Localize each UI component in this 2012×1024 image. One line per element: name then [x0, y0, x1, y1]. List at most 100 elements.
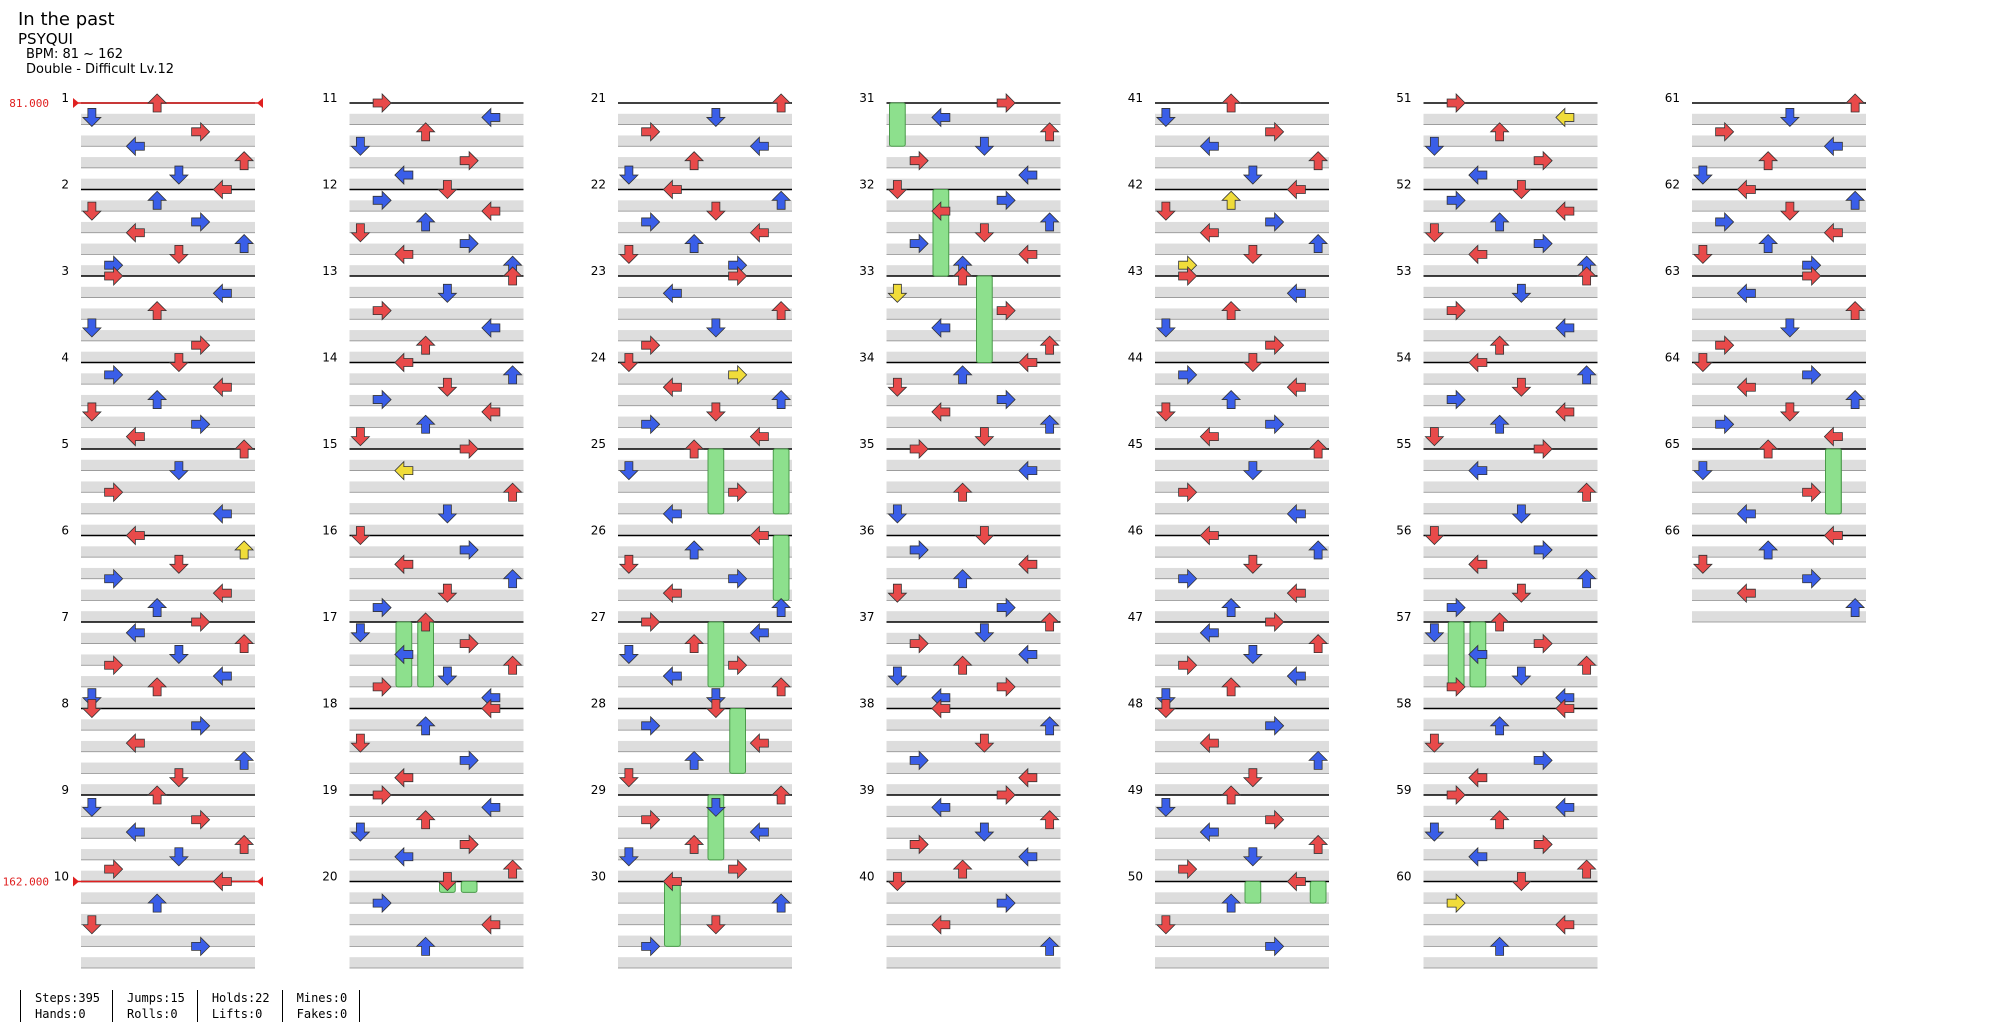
- step-arrow: [952, 365, 973, 385]
- step-arrow: [996, 893, 1016, 914]
- step-arrow: [1286, 871, 1306, 892]
- beat-band: [1155, 913, 1329, 925]
- step-arrow: [1576, 365, 1597, 385]
- step-arrow: [1576, 859, 1597, 879]
- step-arrow: [618, 554, 639, 574]
- stat-mines-fakes: Mines:0 Fakes:0: [281, 990, 361, 1022]
- step-arrow: [1155, 688, 1176, 708]
- beat-band: [886, 135, 1061, 147]
- beat-band: [618, 632, 792, 644]
- beat-band: [886, 870, 1061, 882]
- step-arrow: [372, 893, 392, 914]
- step-arrow: [1823, 525, 1843, 546]
- step-arrow: [191, 121, 211, 142]
- step-arrow: [1715, 335, 1735, 356]
- step-arrow: [1424, 733, 1445, 753]
- step-arrow: [705, 699, 726, 719]
- step-arrow: [437, 377, 458, 397]
- hold-body: [1447, 621, 1465, 688]
- stat-steps: Steps:395: [35, 991, 101, 1005]
- step-arrow: [641, 612, 661, 632]
- beat-band: [1423, 351, 1598, 363]
- step-arrow: [234, 834, 255, 854]
- measure-number: 43: [1128, 264, 1143, 278]
- measure-number: 2: [61, 178, 69, 192]
- hold-body: [707, 621, 725, 688]
- beat-band: [81, 567, 255, 579]
- step-arrow: [212, 666, 232, 687]
- step-arrow: [147, 677, 168, 697]
- step-arrow: [705, 318, 726, 338]
- beat-band: [81, 957, 255, 968]
- step-arrow: [1555, 107, 1575, 128]
- measure-number: 60: [1396, 870, 1411, 884]
- beat-band: [886, 762, 1061, 774]
- beat-band: [618, 740, 792, 752]
- beat-band: [1155, 481, 1329, 493]
- measure-number: 10: [54, 870, 69, 884]
- beat-band: [886, 676, 1061, 687]
- step-arrow: [125, 733, 145, 754]
- step-arrow: [1242, 461, 1263, 481]
- step-arrow: [1736, 179, 1756, 200]
- hold-body: [417, 621, 434, 688]
- step-arrow: [1018, 554, 1038, 575]
- step-arrow: [394, 554, 414, 575]
- step-arrow: [459, 633, 479, 654]
- step-arrow: [104, 859, 124, 880]
- beat-band: [349, 178, 524, 190]
- step-arrow: [1221, 93, 1242, 113]
- step-arrow: [1039, 936, 1060, 956]
- step-arrow: [502, 859, 523, 879]
- step-arrow: [1511, 377, 1532, 397]
- bpm-marker-left: [73, 876, 79, 887]
- measure-number: 31: [859, 91, 874, 105]
- step-arrow: [728, 482, 748, 503]
- step-arrow: [459, 834, 479, 855]
- step-arrow: [81, 915, 102, 935]
- beat-band: [618, 221, 792, 233]
- beat-band: [886, 438, 1061, 449]
- beat-band: [349, 330, 524, 341]
- beat-band: [886, 113, 1061, 125]
- measure-number: 62: [1665, 178, 1680, 192]
- step-arrow: [1308, 439, 1329, 459]
- step-arrow: [1221, 677, 1242, 697]
- step-arrow: [372, 389, 392, 410]
- step-arrow: [1039, 335, 1060, 355]
- step-arrow: [1155, 108, 1176, 127]
- song-artist: PSYQUI: [18, 29, 73, 48]
- beat-band: [618, 135, 792, 147]
- step-arrow: [1468, 644, 1488, 665]
- beat-band: [349, 762, 524, 774]
- beat-band: [1692, 373, 1866, 385]
- step-arrow: [641, 936, 661, 957]
- beat-band: [886, 178, 1061, 190]
- step-arrow: [1802, 482, 1822, 503]
- step-arrow: [728, 568, 748, 589]
- beat-band: [1155, 286, 1329, 298]
- step-arrow: [1018, 460, 1038, 481]
- beat-band: [1155, 265, 1329, 276]
- beat-band: [1423, 524, 1598, 536]
- step-arrow: [996, 785, 1016, 805]
- hold-body: [1309, 881, 1327, 904]
- step-arrow: [1446, 676, 1466, 697]
- bpm-marker-right: [257, 876, 263, 887]
- step-arrow: [394, 644, 414, 665]
- step-arrow: [974, 526, 995, 546]
- step-arrow: [1039, 612, 1060, 632]
- step-arrow: [1446, 785, 1466, 805]
- beat-band: [1423, 762, 1598, 774]
- step-arrow: [662, 283, 682, 304]
- stat-jumps: Jumps:15: [127, 991, 185, 1005]
- step-arrow: [684, 634, 705, 654]
- beat-band: [886, 373, 1061, 385]
- step-arrow: [684, 151, 705, 171]
- beat-band: [349, 135, 524, 147]
- step-arrow: [191, 936, 211, 957]
- step-arrow: [641, 335, 661, 356]
- measure-number: 12: [322, 178, 337, 192]
- step-arrow: [1199, 525, 1219, 546]
- beat-band: [886, 957, 1061, 968]
